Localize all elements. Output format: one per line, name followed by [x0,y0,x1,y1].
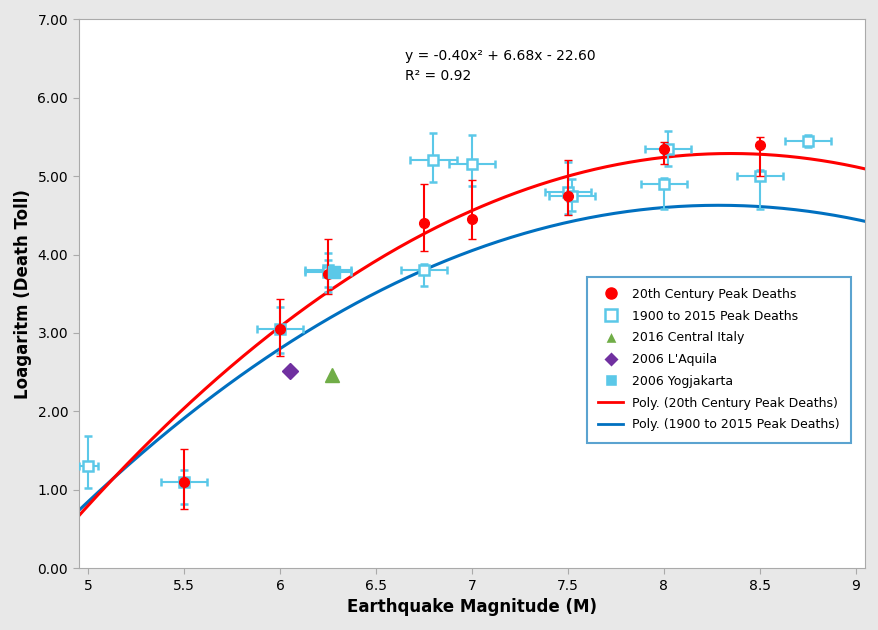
Poly. (1900 to 2015 Peak Deaths) [64,516,75,524]
Poly. (20th Century Peak Deaths) [723,150,734,158]
Legend: 20th Century Peak Deaths, 1900 to 2015 Peak Deaths, 2016 Central Italy, 2006 L'A: 20th Century Peak Deaths, 1900 to 2015 P… [587,277,850,443]
Text: y = -0.40x² + 6.68x - 22.60
R² = 0.92: y = -0.40x² + 6.68x - 22.60 R² = 0.92 [404,49,594,83]
Poly. (20th Century Peak Deaths) [868,168,878,175]
X-axis label: Earthquake Magnitude (M): Earthquake Magnitude (M) [347,598,596,616]
Poly. (1900 to 2015 Peak Deaths) [712,202,723,209]
Poly. (1900 to 2015 Peak Deaths) [868,220,878,227]
Poly. (1900 to 2015 Peak Deaths) [450,253,461,260]
Poly. (1900 to 2015 Peak Deaths) [543,223,553,231]
Poly. (20th Century Peak Deaths) [446,216,457,224]
Poly. (20th Century Peak Deaths) [851,163,861,171]
Line: Poly. (1900 to 2015 Peak Deaths): Poly. (1900 to 2015 Peak Deaths) [69,205,874,520]
Poly. (20th Century Peak Deaths) [725,150,736,158]
Poly. (20th Century Peak Deaths) [64,523,75,530]
Poly. (1900 to 2015 Peak Deaths) [725,202,736,209]
Y-axis label: Loagaritm (Death Toll): Loagaritm (Death Toll) [14,189,32,399]
Poly. (20th Century Peak Deaths) [450,214,461,221]
Poly. (1900 to 2015 Peak Deaths) [446,255,457,262]
Poly. (1900 to 2015 Peak Deaths) [851,216,861,224]
Poly. (20th Century Peak Deaths) [499,193,509,201]
Poly. (20th Century Peak Deaths) [543,178,553,186]
Line: Poly. (20th Century Peak Deaths): Poly. (20th Century Peak Deaths) [69,154,874,527]
Poly. (1900 to 2015 Peak Deaths) [499,236,509,243]
